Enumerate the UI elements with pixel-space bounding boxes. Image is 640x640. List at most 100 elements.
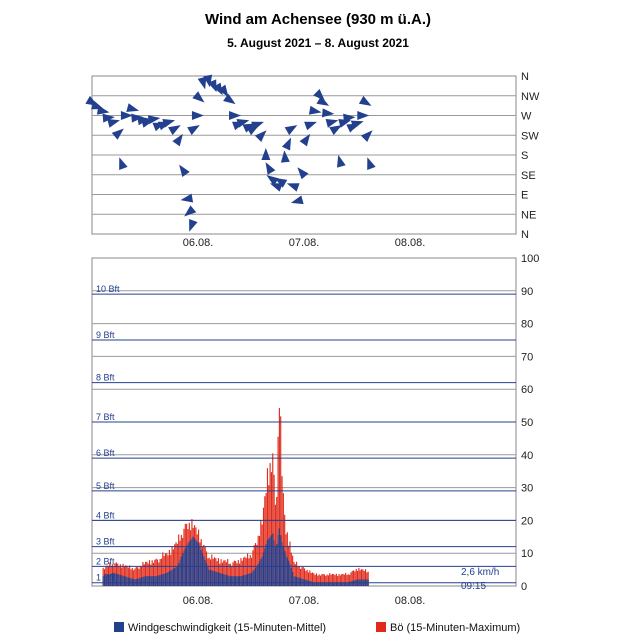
gust-bar	[176, 543, 178, 586]
speed-bar	[113, 572, 115, 586]
direction-arrow-head	[274, 177, 288, 188]
gust-bar	[362, 569, 364, 586]
speed-bar	[182, 553, 184, 586]
direction-tick-label: SW	[521, 130, 539, 142]
speed-bar	[229, 576, 231, 586]
speed-bar	[315, 582, 318, 586]
speed-bar	[155, 576, 157, 586]
direction-arrow-head	[357, 111, 370, 120]
gust-bar	[239, 563, 241, 586]
speed-bar	[205, 563, 208, 586]
speed-bar	[349, 581, 351, 586]
gust-bar	[300, 568, 302, 586]
gust-bar	[229, 563, 231, 586]
beaufort-label: 10 Bft	[96, 284, 120, 294]
direction-arrow-head	[290, 195, 304, 205]
direction-arrow	[119, 157, 128, 171]
gust-bar	[359, 570, 361, 586]
gust-bar	[248, 558, 250, 586]
speed-bar	[126, 576, 128, 586]
speed-bar	[190, 540, 192, 586]
direction-arrow-head	[254, 130, 267, 142]
speed-tick-label: 70	[521, 351, 533, 363]
speed-bar	[237, 576, 239, 586]
gust-bar	[311, 572, 314, 586]
gust-bar	[142, 561, 144, 586]
gust-bar	[258, 536, 261, 586]
gust-bar	[252, 550, 254, 586]
gust-bar	[159, 559, 161, 586]
speed-bar	[277, 534, 279, 586]
speed-bar	[213, 571, 216, 586]
gust-bar	[346, 575, 348, 586]
direction-arrow-head	[180, 193, 194, 203]
speed-bar	[278, 528, 280, 586]
gust-bar	[319, 575, 322, 586]
direction-arrow	[321, 108, 335, 118]
gust-bar	[280, 416, 282, 586]
gust-bar	[338, 574, 340, 586]
direction-arrow-head	[251, 121, 264, 131]
gust-bar	[170, 554, 172, 586]
speed-bar	[129, 577, 131, 586]
speed-bar	[110, 573, 112, 586]
speed-bar	[247, 574, 249, 586]
direction-arrow-head	[367, 157, 376, 171]
gust-bar	[309, 570, 311, 586]
gust-bar	[304, 568, 306, 586]
speed-bar	[160, 574, 163, 586]
direction-arrow	[308, 105, 322, 115]
speed-bar	[119, 574, 121, 586]
speed-bar	[223, 574, 225, 586]
direction-arrow	[357, 111, 370, 120]
direction-arrow	[254, 130, 267, 142]
gust-bar	[211, 554, 213, 586]
direction-arrow-head	[191, 111, 204, 120]
direction-arrow	[131, 113, 144, 123]
gust-bar	[310, 572, 312, 586]
speed-bar	[350, 581, 352, 586]
direction-arrow-head	[358, 95, 372, 106]
gust-bar	[274, 504, 276, 586]
speed-bar	[111, 573, 114, 586]
direction-arrow	[286, 183, 300, 192]
chart-title: Wind am Achensee (930 m ü.A.)	[205, 11, 431, 28]
speed-bar	[163, 573, 165, 586]
speed-bar	[215, 571, 217, 586]
gust-bar	[342, 573, 344, 586]
speed-bar	[329, 582, 331, 586]
speed-bar	[175, 567, 177, 586]
speed-bar	[341, 582, 343, 586]
gust-bar	[235, 560, 237, 586]
speed-bar	[184, 548, 186, 586]
gust-bar	[301, 567, 303, 586]
speed-bar	[233, 576, 235, 586]
speed-tick-label: 60	[521, 384, 533, 396]
gust-bar	[302, 567, 304, 586]
direction-arrow	[251, 121, 264, 131]
speed-bar	[318, 582, 320, 586]
direction-arrow	[343, 113, 356, 123]
gust-bar	[355, 568, 357, 586]
speed-bar	[148, 576, 151, 586]
gust-bar	[335, 573, 337, 586]
gust-bar	[294, 564, 296, 586]
direction-arrow	[280, 150, 290, 163]
speed-bar	[281, 541, 283, 586]
gust-bar	[217, 558, 220, 586]
direction-arrow	[336, 154, 346, 168]
speed-bar	[187, 543, 189, 586]
direction-tick-label: NW	[521, 91, 540, 103]
direction-arrow	[162, 119, 176, 128]
direction-arrow	[197, 76, 207, 90]
speed-bar	[151, 576, 153, 586]
speed-bar	[212, 570, 214, 586]
gust-bar	[164, 553, 167, 586]
gust-bar	[224, 560, 226, 586]
gust-bar	[292, 555, 294, 586]
direction-arrow	[111, 128, 124, 140]
speed-bar	[342, 582, 344, 586]
gust-bar	[357, 570, 359, 586]
direction-tick-label: E	[521, 190, 528, 202]
